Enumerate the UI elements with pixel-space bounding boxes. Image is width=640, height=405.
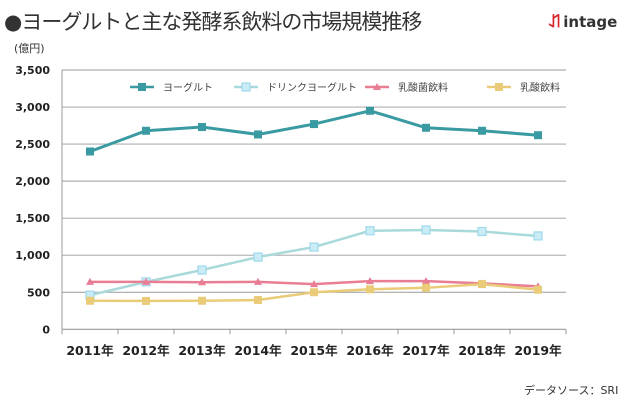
data-point-0-7 [478,126,486,135]
logo-text: intage [563,13,618,31]
data-point-2-4 [310,280,318,288]
data-point-0-3 [254,130,262,139]
legend-label: ドリンクヨーグルト [267,81,357,94]
y-tick-label: 2,500 [15,138,50,151]
x-tick-label: 2015年 [290,343,338,358]
data-point-2-3 [254,277,262,285]
y-tick-label: 0 [42,323,50,336]
intage-logo: ꘗ intage [548,12,617,32]
data-point-0-5 [366,106,374,115]
x-tick-label: 2016年 [346,343,394,358]
data-point-0-8 [534,131,542,140]
y-tick-label: 1,000 [15,249,50,262]
data-point-3-3 [254,296,262,305]
data-point-0-4 [310,120,318,129]
data-point-2-5 [366,277,374,285]
legend-marker-0 [138,83,146,91]
legend-label: ヨーグルト [163,81,213,94]
y-tick-label: 3,000 [15,101,50,114]
data-point-2-0 [86,277,94,285]
x-tick-label: 2013年 [178,343,226,358]
y-tick-label: 1,500 [15,212,50,225]
y-axis-label: (億円) [14,42,45,55]
logo-mark-icon: ꘗ [548,12,561,32]
y-tick-label: 2,000 [15,175,50,188]
data-point-1-5 [365,226,375,236]
x-tick-label: 2017年 [402,343,450,358]
y-tick-label: 500 [27,286,50,299]
data-point-3-0 [86,296,94,305]
y-tick-label: 3,500 [15,64,50,77]
page-title: ●ヨーグルトと主な発酵系飲料の市場規模推移 [4,10,422,34]
x-tick-label: 2018年 [458,343,506,358]
legend-label: 乳酸飲料 [520,81,560,94]
data-source: データソース：SRI [524,384,619,397]
x-tick-label: 2011年 [66,343,114,358]
data-point-0-1 [142,126,150,135]
legend-marker-3 [495,83,503,91]
data-point-3-7 [478,280,486,289]
data-point-1-6 [421,225,431,235]
data-point-3-6 [422,283,430,292]
data-point-1-7 [477,226,487,237]
data-point-1-8 [533,231,543,241]
data-point-3-2 [198,296,206,305]
data-point-0-2 [198,123,206,132]
data-point-3-4 [310,288,318,297]
data-point-0-0 [86,147,94,156]
legend-label: 乳酸菌飲料 [398,81,448,94]
data-point-0-6 [422,123,430,132]
legend-marker-1 [241,82,251,92]
x-tick-label: 2012年 [122,343,170,358]
data-point-3-5 [366,285,374,294]
data-point-1-3 [253,252,263,262]
data-point-2-2 [198,278,206,286]
x-tick-label: 2014年 [234,343,282,358]
data-point-1-4 [309,242,319,252]
series-line-0 [89,109,539,153]
data-point-1-2 [197,265,207,275]
data-point-3-1 [142,296,150,305]
data-point-3-8 [534,285,542,294]
data-point-2-6 [422,277,430,285]
data-point-2-1 [142,277,150,285]
legend-marker-2 [373,83,381,90]
x-tick-label: 2019年 [514,343,562,358]
